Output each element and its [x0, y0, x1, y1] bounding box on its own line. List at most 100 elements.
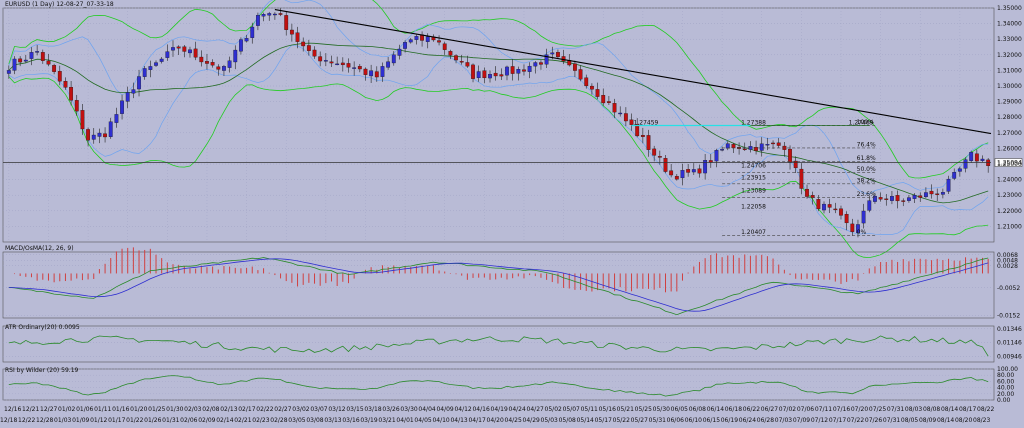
x-tick-label: 05/17 — [595, 417, 612, 424]
main-y-tick: 1.24000 — [997, 177, 1022, 184]
candle — [199, 50, 204, 67]
candle-body — [357, 66, 362, 70]
candle-body — [957, 168, 962, 172]
candle-body — [940, 192, 945, 195]
candle — [873, 192, 877, 204]
x-tick-label: 12/27 — [40, 406, 57, 413]
candle — [850, 218, 855, 236]
main-y-tick: 1.30000 — [997, 83, 1022, 90]
candle — [448, 49, 453, 60]
x-tick-label: 07/31 — [887, 406, 904, 413]
x-tick-label: 02/09 — [198, 417, 215, 424]
candle-body — [505, 66, 509, 76]
trend-lines[interactable]: 1.25094 — [3, 9, 1023, 167]
candle — [256, 12, 260, 31]
fib-label: 0% — [857, 229, 867, 236]
candle — [278, 8, 283, 17]
candle-body — [499, 74, 504, 77]
candle-body — [810, 195, 815, 198]
candle-body — [69, 87, 74, 101]
candle — [159, 56, 164, 64]
candle — [822, 201, 826, 214]
x-tick-label: 04/19 — [491, 406, 508, 413]
candle-body — [131, 89, 136, 94]
candle — [640, 127, 645, 144]
x-tick-label: 08/23 — [973, 417, 990, 424]
candle — [363, 67, 368, 81]
candle-body — [861, 210, 866, 224]
candle-body — [97, 132, 102, 137]
candle-body — [425, 36, 430, 42]
main-y-tick: 1.27000 — [997, 130, 1022, 137]
candle-body — [23, 59, 28, 62]
candle — [488, 70, 492, 83]
candle-body — [652, 148, 657, 156]
x-tick-label: 06/10 — [685, 417, 702, 424]
candle-body — [822, 203, 826, 211]
x-tick-label: 01/16 — [112, 406, 129, 413]
candle-body — [199, 56, 204, 63]
candle — [74, 94, 79, 116]
candle-body — [408, 39, 413, 43]
price-annotation: 1.23915 — [741, 174, 766, 181]
candle — [46, 54, 51, 67]
atr-panel-frame — [2, 325, 995, 363]
candle — [720, 146, 725, 152]
candle-body — [171, 47, 175, 51]
candle-body — [125, 92, 130, 102]
candle-body — [471, 64, 475, 79]
candle-body — [465, 62, 470, 67]
candle-body — [720, 149, 725, 151]
x-tick-label: 06/19 — [721, 417, 738, 424]
fib-label: 61.8% — [857, 155, 876, 162]
x-tick-label: 07/06 — [797, 406, 814, 413]
candle-body — [522, 69, 526, 72]
candlesticks[interactable] — [6, 8, 991, 238]
x-tick-label: 08/22 — [977, 406, 994, 413]
candle — [289, 23, 294, 42]
candle-body — [306, 45, 311, 51]
candle — [691, 163, 696, 176]
candle-body — [165, 51, 170, 58]
fib-label: 76.4% — [857, 141, 876, 148]
candle-body — [907, 197, 911, 201]
candle-body — [454, 55, 458, 61]
candle-body — [623, 113, 628, 122]
candle — [606, 95, 611, 105]
candle — [165, 44, 170, 61]
candle — [793, 156, 798, 173]
candle — [742, 142, 747, 151]
candle — [103, 127, 107, 143]
x-tick-label: 01/06 — [76, 406, 93, 413]
main-y-tick: 1.28000 — [997, 114, 1022, 121]
candle-body — [539, 62, 543, 65]
candle-body — [827, 204, 832, 208]
x-tick-label: 02/27 — [274, 406, 291, 413]
x-tick-label: 08/14 — [941, 406, 958, 413]
candle-body — [816, 199, 821, 210]
x-tick-label: 01/22 — [126, 417, 143, 424]
x-tick-label: 04/05 — [414, 417, 431, 424]
candle — [205, 54, 209, 70]
candle-body — [261, 14, 266, 17]
price-annotation: 1.23089 — [741, 187, 766, 194]
candle — [918, 192, 923, 202]
main-y-tick: 1.34000 — [997, 21, 1022, 28]
candle — [652, 145, 657, 162]
x-tick-label: 08/03 — [905, 406, 922, 413]
candle — [544, 48, 549, 68]
x-tick-label: 01/20 — [130, 406, 147, 413]
x-tick-label: 05/08 — [559, 417, 576, 424]
price-annotation: 1.27388 — [741, 119, 766, 126]
main-y-tick: 1.29000 — [997, 99, 1022, 106]
candle-body — [674, 176, 679, 180]
candle — [318, 51, 323, 67]
price-annotation: 1.24706 — [741, 163, 766, 170]
candle — [759, 137, 764, 157]
candle — [703, 154, 708, 180]
candle — [505, 65, 509, 81]
macd-line — [8, 257, 989, 316]
candle — [442, 41, 447, 55]
